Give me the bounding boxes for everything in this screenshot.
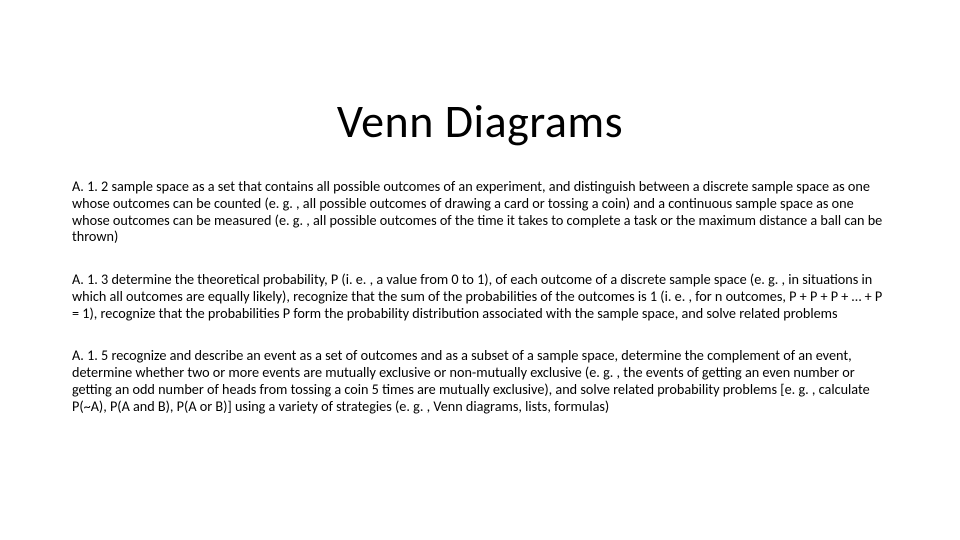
paragraph-a13: A. 1. 3 determine the theoretical probab… (72, 271, 888, 321)
paragraph-a15: A. 1. 5 recognize and describe an event … (72, 347, 888, 414)
slide: Venn Diagrams A. 1. 2 sample space as a … (0, 0, 960, 540)
paragraph-a12: A. 1. 2 sample space as a set that conta… (72, 178, 888, 245)
slide-title: Venn Diagrams (72, 0, 888, 178)
